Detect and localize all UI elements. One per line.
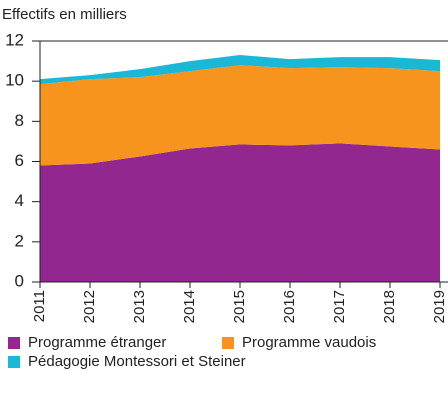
y-tick-label: 8 bbox=[15, 111, 24, 130]
y-tick-label: 10 bbox=[5, 71, 24, 90]
x-tick-label: 2011 bbox=[31, 290, 48, 322]
legend-label: Programme vaudois bbox=[242, 334, 376, 351]
x-tick-label: 2014 bbox=[181, 290, 198, 323]
x-tick-label: 2019 bbox=[431, 290, 448, 323]
x-tick-label: 2015 bbox=[231, 290, 248, 323]
legend-swatch bbox=[222, 337, 234, 349]
legend-swatch bbox=[8, 356, 20, 368]
y-tick-label: 4 bbox=[15, 191, 24, 210]
y-axis-label: Effectifs en milliers bbox=[2, 6, 127, 23]
x-tick-label: 2016 bbox=[281, 290, 298, 323]
legend-swatch bbox=[8, 337, 20, 349]
y-tick-label: 0 bbox=[15, 271, 24, 290]
x-tick-label: 2017 bbox=[331, 290, 348, 323]
area bbox=[40, 55, 440, 85]
legend-label: Pédagogie Montessori et Steiner bbox=[28, 353, 246, 370]
x-tick-label: 2013 bbox=[131, 290, 148, 323]
y-tick-label: 12 bbox=[5, 30, 24, 49]
legend-label: Programme étranger bbox=[28, 334, 166, 351]
area bbox=[40, 65, 440, 166]
x-tick-label: 2018 bbox=[381, 290, 398, 323]
area bbox=[40, 143, 440, 282]
x-tick-label: 2012 bbox=[81, 290, 98, 323]
y-tick-label: 2 bbox=[15, 231, 24, 250]
y-tick-label: 6 bbox=[15, 151, 24, 170]
